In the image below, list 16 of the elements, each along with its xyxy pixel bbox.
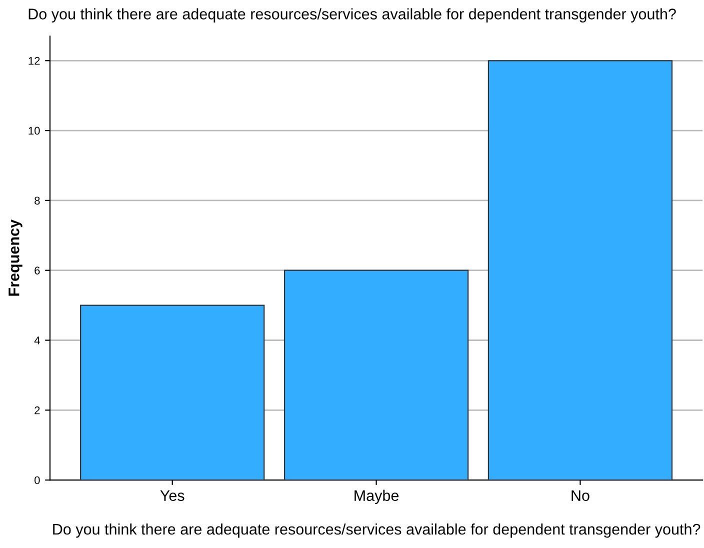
y-tick-label: 0 <box>34 476 40 484</box>
x-axis-title: Do you think there are adequate resources/services available for dependent transgender youth? <box>53 523 700 538</box>
y-tick-label: 8 <box>34 196 40 205</box>
x-tick-label: No <box>572 490 590 501</box>
bar <box>488 60 673 480</box>
x-tick-label: Maybe <box>354 490 399 504</box>
y-axis-title: Frequency <box>8 220 22 296</box>
y-tick-label: 6 <box>34 266 40 274</box>
y-tick-label: 12 <box>28 56 40 65</box>
bar <box>80 304 265 480</box>
y-tick-label: 10 <box>28 126 40 135</box>
y-tick-label: 4 <box>34 336 40 344</box>
chart-title: Do you think there are adequate resources/services available for dependent transgender youth? <box>28 8 676 22</box>
x-tick-label: Yes <box>160 490 184 501</box>
bar <box>284 270 469 480</box>
y-tick-label: 2 <box>34 406 40 414</box>
